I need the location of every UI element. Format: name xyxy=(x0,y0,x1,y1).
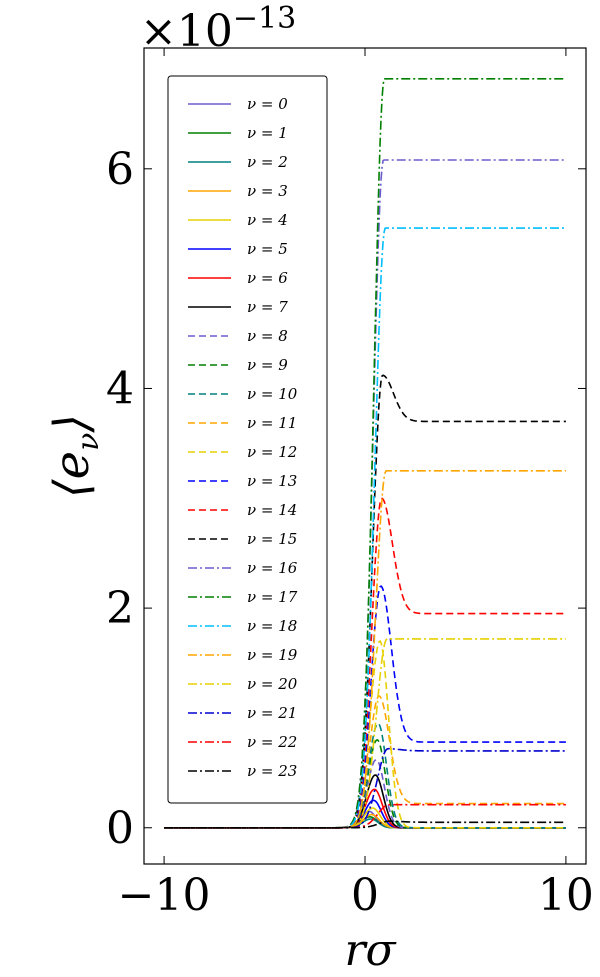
legend-label: ν = 10 xyxy=(247,385,298,403)
legend-label: ν = 12 xyxy=(247,443,297,461)
legend-label: ν = 18 xyxy=(247,617,297,635)
legend-label: ν = 8 xyxy=(247,327,288,345)
y-tick-label: 2 xyxy=(106,583,134,634)
legend-label: ν = 5 xyxy=(247,240,288,258)
legend-label: ν = 1 xyxy=(247,124,288,142)
legend-label: ν = 3 xyxy=(247,182,288,200)
legend-label: ν = 23 xyxy=(247,762,297,780)
legend-label: ν = 0 xyxy=(247,95,288,113)
legend-label: ν = 14 xyxy=(247,501,297,519)
legend-items: ν = 0 ν = 1 ν = 2 ν = 3 ν = 4 ν = 5 ν = 6 ν = 7… xyxy=(188,95,298,780)
series-line-15 xyxy=(164,374,566,829)
series-layer xyxy=(164,78,566,829)
legend-label: ν = 4 xyxy=(247,211,288,229)
legend-label: ν = 21 xyxy=(247,704,297,722)
legend-label: ν = 16 xyxy=(247,559,298,577)
series-line-18 xyxy=(164,227,566,829)
y-axis-close: ⟩ xyxy=(44,414,100,434)
legend-label: ν = 20 xyxy=(247,675,298,693)
series-line-17 xyxy=(164,78,566,829)
legend-label: ν = 6 xyxy=(247,269,288,287)
x-tick-label: −10 xyxy=(118,870,211,921)
legend-label: ν = 13 xyxy=(247,472,297,490)
series-line-2 xyxy=(164,818,566,829)
exponent-times: ×10 xyxy=(140,6,233,57)
legend-label: ν = 15 xyxy=(247,530,297,548)
legend-label: ν = 22 xyxy=(247,733,297,751)
legend-label: ν = 17 xyxy=(247,588,298,606)
legend-label: ν = 19 xyxy=(247,646,298,664)
series-line-20 xyxy=(164,638,566,829)
x-axis-label: rσ xyxy=(344,925,397,976)
x-tick-label: 0 xyxy=(351,870,379,921)
exponent-power: −13 xyxy=(233,1,296,36)
ticks-layer: −10 0 10 0 2 4 6 xyxy=(106,48,594,921)
legend-label: ν = 7 xyxy=(247,298,288,316)
y-tick-label: 4 xyxy=(106,363,134,414)
y-axis-label: ⟨eν⟩ xyxy=(44,414,106,498)
series-line-22 xyxy=(164,803,566,829)
y-axis-subscript: ν xyxy=(71,433,106,451)
x-tick-label: 10 xyxy=(538,870,594,921)
legend-box xyxy=(167,75,328,804)
series-line-23 xyxy=(164,820,566,829)
legend-label: ν = 11 xyxy=(247,414,297,432)
y-tick-label: 6 xyxy=(106,144,134,195)
y-tick-label: 0 xyxy=(106,803,134,854)
legend: ν = 0 ν = 1 ν = 2 ν = 3 ν = 4 ν = 5 ν = 6 ν = 7… xyxy=(167,75,328,804)
legend-label: ν = 9 xyxy=(247,356,288,374)
legend-label: ν = 2 xyxy=(247,153,288,171)
